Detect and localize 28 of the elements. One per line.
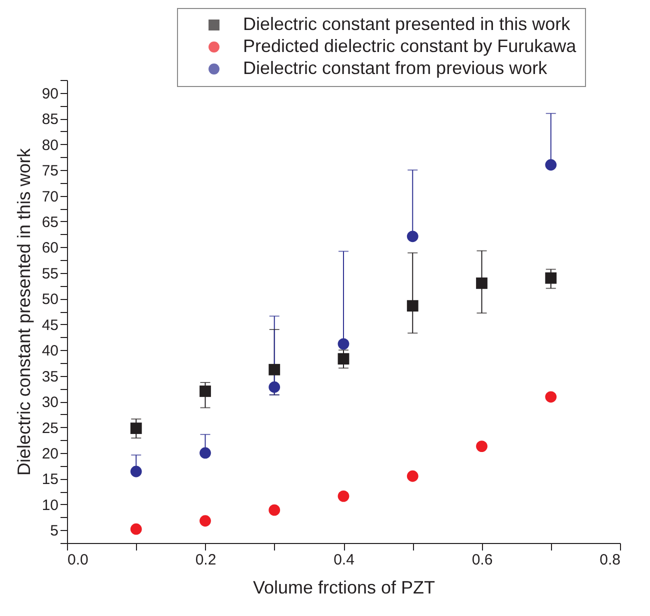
y-axis-title: Dielectric constant presented in this work [14, 147, 34, 476]
x-tick-label: 0.0 [68, 552, 88, 568]
y-tick-label: 60 [42, 240, 58, 257]
x-tick-label: 0.4 [334, 552, 354, 568]
y-tick-label: 90 [42, 85, 58, 102]
y-tick-label: 55 [42, 265, 58, 282]
y-tick-label: 40 [42, 342, 58, 360]
y-tick-label: 30 [42, 394, 58, 412]
x-tick-label: 0.6 [472, 552, 493, 568]
y-tick-label: 10 [42, 496, 58, 514]
y-tick-label: 85 [42, 111, 58, 128]
y-tick-label: 75 [42, 162, 58, 180]
y-tick-label: 5 [50, 522, 58, 540]
legend-label: Dielectric constant presented in this work [243, 14, 572, 34]
y-tick-label: 65 [42, 214, 58, 231]
y-tick-label: 50 [42, 291, 58, 308]
x-axis-title: Volume frctions of PZT [252, 578, 436, 598]
y-tick-label: 25 [42, 420, 58, 437]
x-tick-label: 0.2 [195, 552, 216, 568]
legend-label: Predicted dielectric constant by Furukawa [243, 36, 578, 56]
y-tick-label: 15 [42, 471, 58, 488]
y-tick-label: 80 [42, 136, 58, 154]
legend-label: Dielectric constant from previous work [243, 58, 548, 78]
y-tick-label: 20 [42, 445, 58, 462]
y-tick-label: 35 [42, 368, 58, 386]
x-tick-label: 0.8 [600, 552, 620, 568]
y-tick-label: 45 [42, 316, 58, 334]
y-tick-label: 70 [42, 188, 58, 206]
